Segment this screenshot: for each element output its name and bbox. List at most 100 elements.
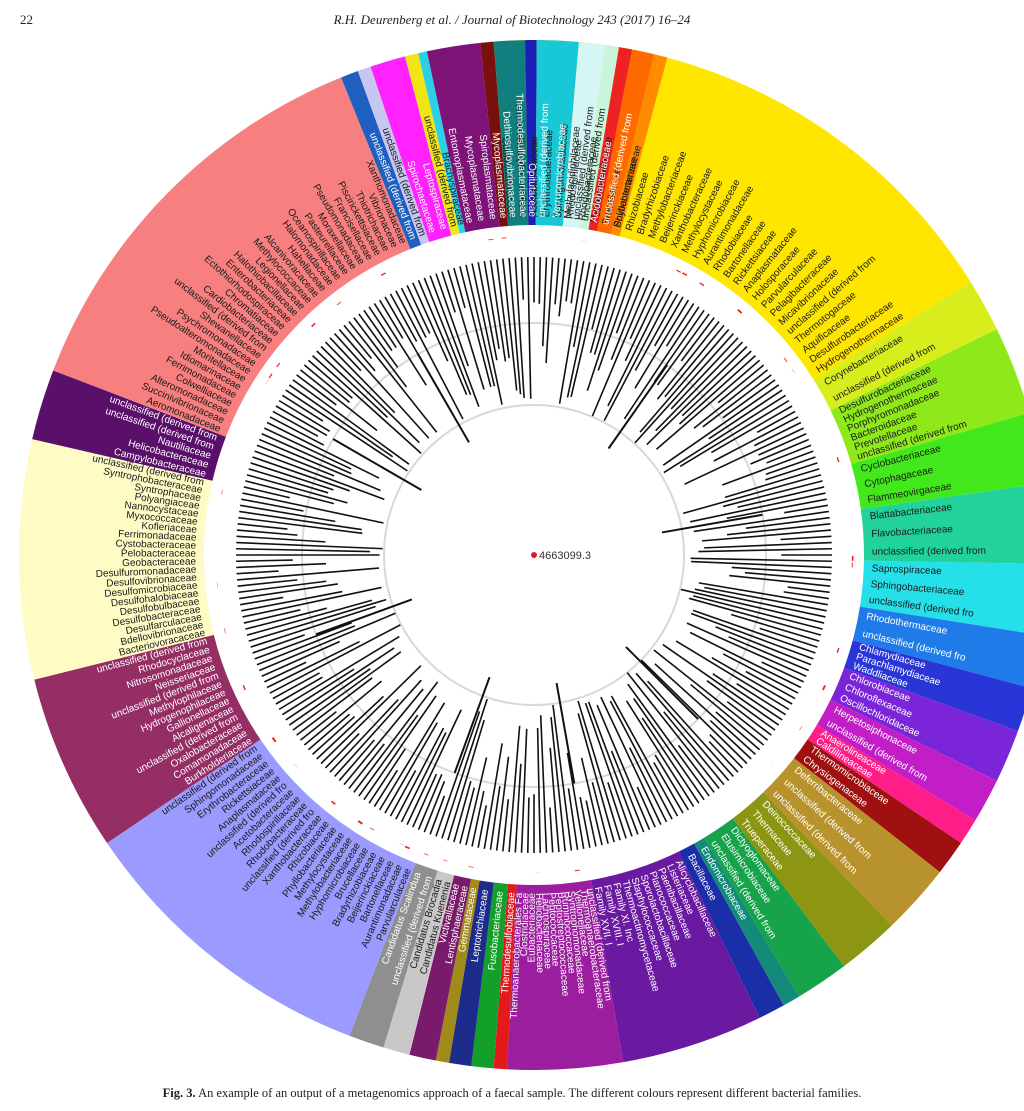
tree-branch xyxy=(489,785,501,850)
tree-branch xyxy=(549,747,560,853)
tree-branch xyxy=(552,704,573,851)
tree-branch xyxy=(526,797,530,853)
tree-branch xyxy=(281,668,355,716)
tree-branch xyxy=(338,739,375,782)
tree-branch xyxy=(722,653,799,694)
tree-branch xyxy=(654,754,690,811)
family-sector xyxy=(383,870,455,1055)
tree-branch xyxy=(329,337,362,372)
tree-branch xyxy=(236,567,380,581)
tree-branch xyxy=(665,302,695,347)
tree-branch xyxy=(275,405,328,437)
family-sector xyxy=(435,878,480,1063)
tree-branch xyxy=(572,262,591,348)
tree-branch xyxy=(395,290,464,420)
tree-branch xyxy=(246,599,373,636)
tree-branch xyxy=(266,421,380,479)
tree-branch xyxy=(615,275,639,334)
family-sector xyxy=(370,56,452,243)
tree-branch xyxy=(744,571,832,581)
tree-branch xyxy=(549,807,554,853)
tree-branch xyxy=(324,341,396,414)
tree-branch xyxy=(248,468,329,494)
tree-branch xyxy=(682,474,822,515)
family-sector xyxy=(591,851,760,1063)
tree-branch xyxy=(634,293,679,371)
family-label: Opitutaceae xyxy=(526,163,537,217)
family-sector xyxy=(357,66,430,245)
family-color-sectors xyxy=(19,40,1024,1070)
tree-branch xyxy=(626,672,720,790)
tree-branch xyxy=(266,640,360,689)
family-sector xyxy=(678,843,784,1018)
tree-branch xyxy=(653,649,769,741)
tree-branch xyxy=(303,680,383,746)
tree-branch xyxy=(585,800,597,847)
tree-branch xyxy=(363,309,393,352)
tree-branch xyxy=(686,622,807,677)
tree-branch xyxy=(730,613,820,642)
tree-branch xyxy=(538,257,542,304)
family-sector xyxy=(418,51,466,234)
root-node-marker xyxy=(531,552,537,558)
tree-branch xyxy=(465,757,488,846)
tree-branch xyxy=(272,410,319,437)
tree-branch xyxy=(248,598,387,642)
tree-branch xyxy=(508,257,522,395)
tree-branch xyxy=(586,271,627,392)
family-sector xyxy=(449,880,494,1067)
tree-branch xyxy=(483,261,500,349)
tree-branch xyxy=(495,259,510,359)
tree-branch xyxy=(368,306,397,349)
family-sector xyxy=(493,883,517,1070)
tree-branch xyxy=(240,596,284,606)
family-sector xyxy=(859,560,1024,633)
tree-branch xyxy=(389,293,418,342)
tree-branch xyxy=(745,516,830,530)
tree-branch xyxy=(441,698,488,839)
tree-branch xyxy=(565,259,573,302)
tree-branch xyxy=(726,523,831,536)
tree-branch xyxy=(646,345,748,446)
family-label: Eubacteriaceae xyxy=(527,893,538,963)
tree-branch xyxy=(756,410,796,433)
tree-branch xyxy=(726,701,772,736)
family-sector xyxy=(852,606,1024,687)
tree-branch xyxy=(610,277,645,360)
tree-branch xyxy=(545,257,554,364)
family-sector xyxy=(341,71,422,250)
tree-branch xyxy=(296,374,337,406)
tree-branch xyxy=(765,456,816,475)
tree-branch xyxy=(709,719,752,760)
family-label: unclassified (derived from xyxy=(513,103,528,217)
tree-branch xyxy=(579,797,591,848)
family-label: unclassified (derived from xyxy=(872,546,986,558)
tree-branch xyxy=(334,333,430,439)
tree-branch xyxy=(278,635,400,711)
tree-branch xyxy=(558,261,585,404)
tree-branch xyxy=(662,384,780,466)
tree-branch xyxy=(483,743,503,849)
tree-branch xyxy=(285,389,408,472)
tree-branch xyxy=(320,345,420,444)
tree-branch xyxy=(639,328,730,433)
family-label: unclassified (derived from xyxy=(537,103,551,217)
tree-branch xyxy=(736,682,787,716)
tree-branch xyxy=(634,333,734,444)
tree-branch xyxy=(296,677,373,736)
tree-branch xyxy=(693,595,823,630)
tree-branch xyxy=(610,750,645,833)
family-label: Ferrimonadaceae xyxy=(118,529,197,544)
tree-branch xyxy=(654,296,684,347)
tree-branch xyxy=(656,313,710,386)
family-sector xyxy=(562,41,606,229)
tree-branch xyxy=(704,541,832,549)
tree-branch xyxy=(726,498,827,520)
family-sector xyxy=(53,77,411,437)
tree-branch xyxy=(378,702,446,811)
tree-branch xyxy=(236,547,370,553)
tree-branch xyxy=(607,287,668,407)
tree-branch xyxy=(412,773,438,828)
tree-branch xyxy=(663,711,725,786)
tree-branch xyxy=(246,474,348,504)
